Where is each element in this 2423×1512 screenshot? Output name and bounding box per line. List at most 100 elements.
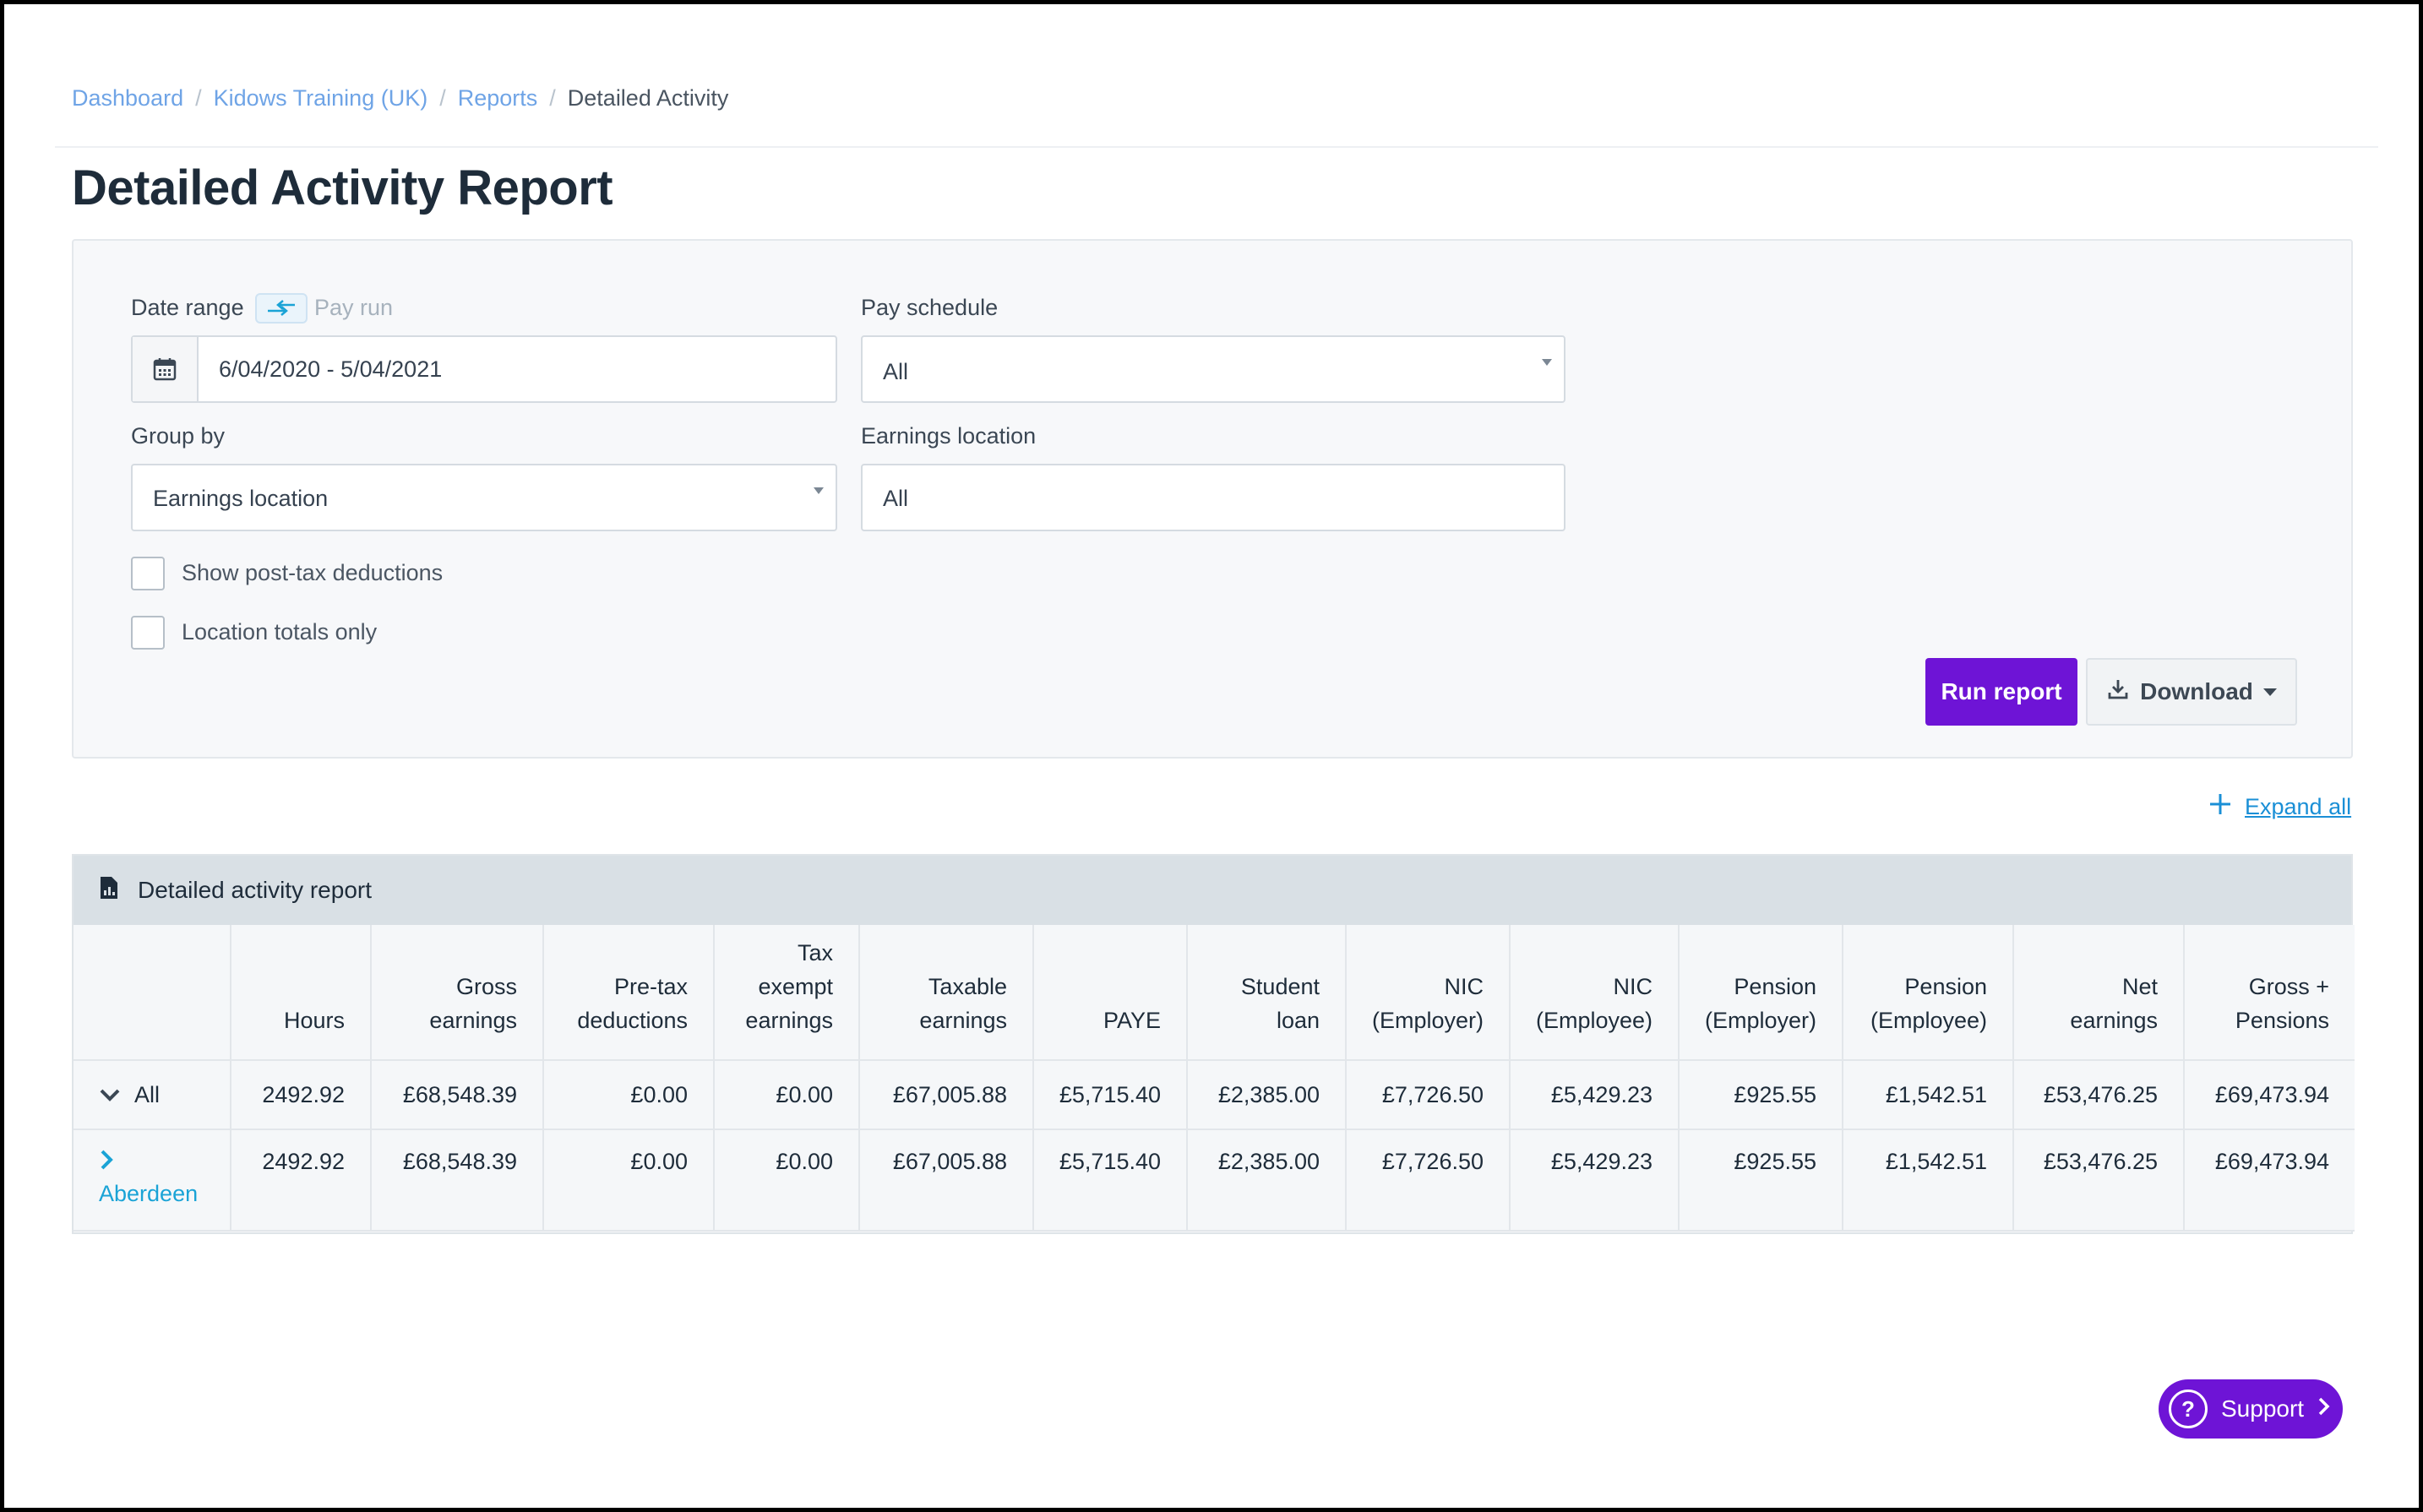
column-header-line: Net <box>2121 974 2158 999</box>
pay-schedule-select[interactable]: All <box>861 335 1565 403</box>
report-table: Hours Gross earnings Pre-tax deductions Tax ex… <box>74 925 2355 1232</box>
table-cell: £68,548.39 <box>371 1129 544 1232</box>
table-cell: £7,726.50 <box>1346 1129 1511 1232</box>
breadcrumb-company[interactable]: Kidows Training (UK) <box>213 84 428 111</box>
report-header: Detailed activity report <box>74 856 2351 925</box>
table-header-row: Hours Gross earnings Pre-tax deductions Tax ex… <box>74 925 2355 1061</box>
show-post-tax-label[interactable]: Show post-tax deductions <box>182 560 444 585</box>
calendar-icon[interactable] <box>133 337 199 401</box>
breadcrumb-reports[interactable]: Reports <box>457 84 538 111</box>
column-header: Net earnings <box>2013 925 2185 1061</box>
pay-run-toggle-label[interactable]: Pay run <box>314 295 394 320</box>
column-header-line: Pre-tax <box>613 974 688 999</box>
question-icon: ? <box>2169 1390 2208 1428</box>
table-cell: £69,473.94 <box>2184 1060 2355 1130</box>
group-by-label: Group by <box>131 423 226 449</box>
table-cell: £53,476.25 <box>2013 1129 2185 1232</box>
date-range-input[interactable]: 6/04/2020 - 5/04/2021 <box>131 335 837 403</box>
table-cell: £0.00 <box>543 1129 715 1232</box>
column-header-line: Gross <box>455 974 517 999</box>
pay-schedule-value: All <box>883 359 909 384</box>
chevron-right-icon[interactable] <box>99 1149 204 1177</box>
report-title: Detailed activity report <box>138 877 373 903</box>
table-cell: £925.55 <box>1679 1129 1843 1232</box>
expand-all-link[interactable]: Expand all <box>2208 791 2351 823</box>
table-cell: £69,473.94 <box>2184 1129 2355 1232</box>
chevron-down-icon[interactable] <box>99 1082 121 1108</box>
column-header-line: Hours <box>283 1008 345 1033</box>
column-header: NIC (Employee) <box>1510 925 1680 1061</box>
expand-all-label: Expand all <box>2245 794 2352 819</box>
breadcrumb-dashboard[interactable]: Dashboard <box>72 84 184 111</box>
column-header-line: NIC <box>1444 974 1484 999</box>
table-cell: £0.00 <box>543 1060 715 1130</box>
column-header: Student loan <box>1187 925 1347 1061</box>
table-cell: £2,385.00 <box>1187 1060 1347 1130</box>
column-header: PAYE <box>1033 925 1188 1061</box>
location-totals-checkbox[interactable] <box>131 616 165 650</box>
column-header: Taxable earnings <box>859 925 1034 1061</box>
table-cell: £1,542.51 <box>1843 1129 2014 1232</box>
breadcrumb-separator: / <box>195 84 202 111</box>
location-totals-label[interactable]: Location totals only <box>182 619 378 645</box>
page-title: Detailed Activity Report <box>72 160 613 215</box>
table-cell: £53,476.25 <box>2013 1060 2185 1130</box>
column-header-line: NIC <box>1613 974 1653 999</box>
run-report-button[interactable]: Run report <box>1925 658 2077 726</box>
group-by-select[interactable]: Earnings location <box>131 464 837 531</box>
support-label: Support <box>2221 1395 2305 1422</box>
row-label-all: All <box>134 1081 161 1107</box>
column-header: Pension (Employer) <box>1679 925 1843 1061</box>
column-header: Tax exempt earnings <box>714 925 860 1061</box>
chevron-down-icon <box>814 487 824 494</box>
row-label-cell[interactable]: Aberdeen <box>74 1129 231 1232</box>
column-header-line: loan <box>1276 1008 1320 1033</box>
table-cell: £0.00 <box>714 1060 860 1130</box>
table-cell: £67,005.88 <box>859 1129 1034 1232</box>
column-header-line: (Employee) <box>1870 1008 1987 1033</box>
column-header-line: exempt <box>758 974 833 999</box>
caret-down-icon <box>2262 688 2277 696</box>
location-link-aberdeen[interactable]: Aberdeen <box>99 1181 199 1206</box>
download-icon <box>2106 677 2130 707</box>
download-button[interactable]: Download <box>2086 658 2297 726</box>
group-by-value: Earnings location <box>153 486 329 511</box>
column-header-line: Pensions <box>2235 1008 2329 1033</box>
earnings-location-label: Earnings location <box>861 423 1037 449</box>
column-header-line: Tax <box>797 940 833 965</box>
table-cell: £67,005.88 <box>859 1060 1034 1130</box>
breadcrumb-current: Detailed Activity <box>567 84 729 111</box>
column-header-line: Student <box>1240 974 1320 999</box>
column-header: Hours <box>231 925 372 1061</box>
column-header: Pension (Employee) <box>1843 925 2014 1061</box>
column-header-line: earnings <box>919 1008 1007 1033</box>
column-header-line: earnings <box>745 1008 833 1033</box>
show-post-tax-checkbox[interactable] <box>131 557 165 590</box>
divider <box>55 146 2378 148</box>
column-header-line: deductions <box>577 1008 688 1033</box>
breadcrumb-separator: / <box>549 84 556 111</box>
report-document-icon <box>99 875 119 906</box>
column-header: Gross earnings <box>371 925 544 1061</box>
column-header-line: Pension <box>1734 974 1816 999</box>
breadcrumb-separator: / <box>439 84 446 111</box>
table-cell: £1,542.51 <box>1843 1060 2014 1130</box>
earnings-location-input[interactable]: All <box>861 464 1565 531</box>
table-cell: 2492.92 <box>231 1060 372 1130</box>
table-cell: £925.55 <box>1679 1060 1843 1130</box>
chevron-down-icon <box>1542 359 1552 366</box>
report-table-card: Detailed activity report Hours Gross earni… <box>72 854 2355 1234</box>
column-header <box>74 925 231 1061</box>
row-label-cell[interactable]: All <box>74 1060 231 1130</box>
table-cell: £5,715.40 <box>1033 1060 1188 1130</box>
column-header: Pre-tax deductions <box>543 925 715 1061</box>
filter-panel: Date range Pay run <box>72 239 2353 759</box>
column-header-line: (Employer) <box>1704 1008 1816 1033</box>
column-header: NIC (Employer) <box>1346 925 1511 1061</box>
column-header-line: PAYE <box>1103 1008 1161 1033</box>
table-cell: £5,715.40 <box>1033 1129 1188 1232</box>
support-button[interactable]: ? Support <box>2159 1379 2343 1439</box>
table-cell: £5,429.23 <box>1510 1060 1680 1130</box>
column-header-line: earnings <box>429 1008 517 1033</box>
swap-arrows-icon[interactable] <box>255 293 308 324</box>
